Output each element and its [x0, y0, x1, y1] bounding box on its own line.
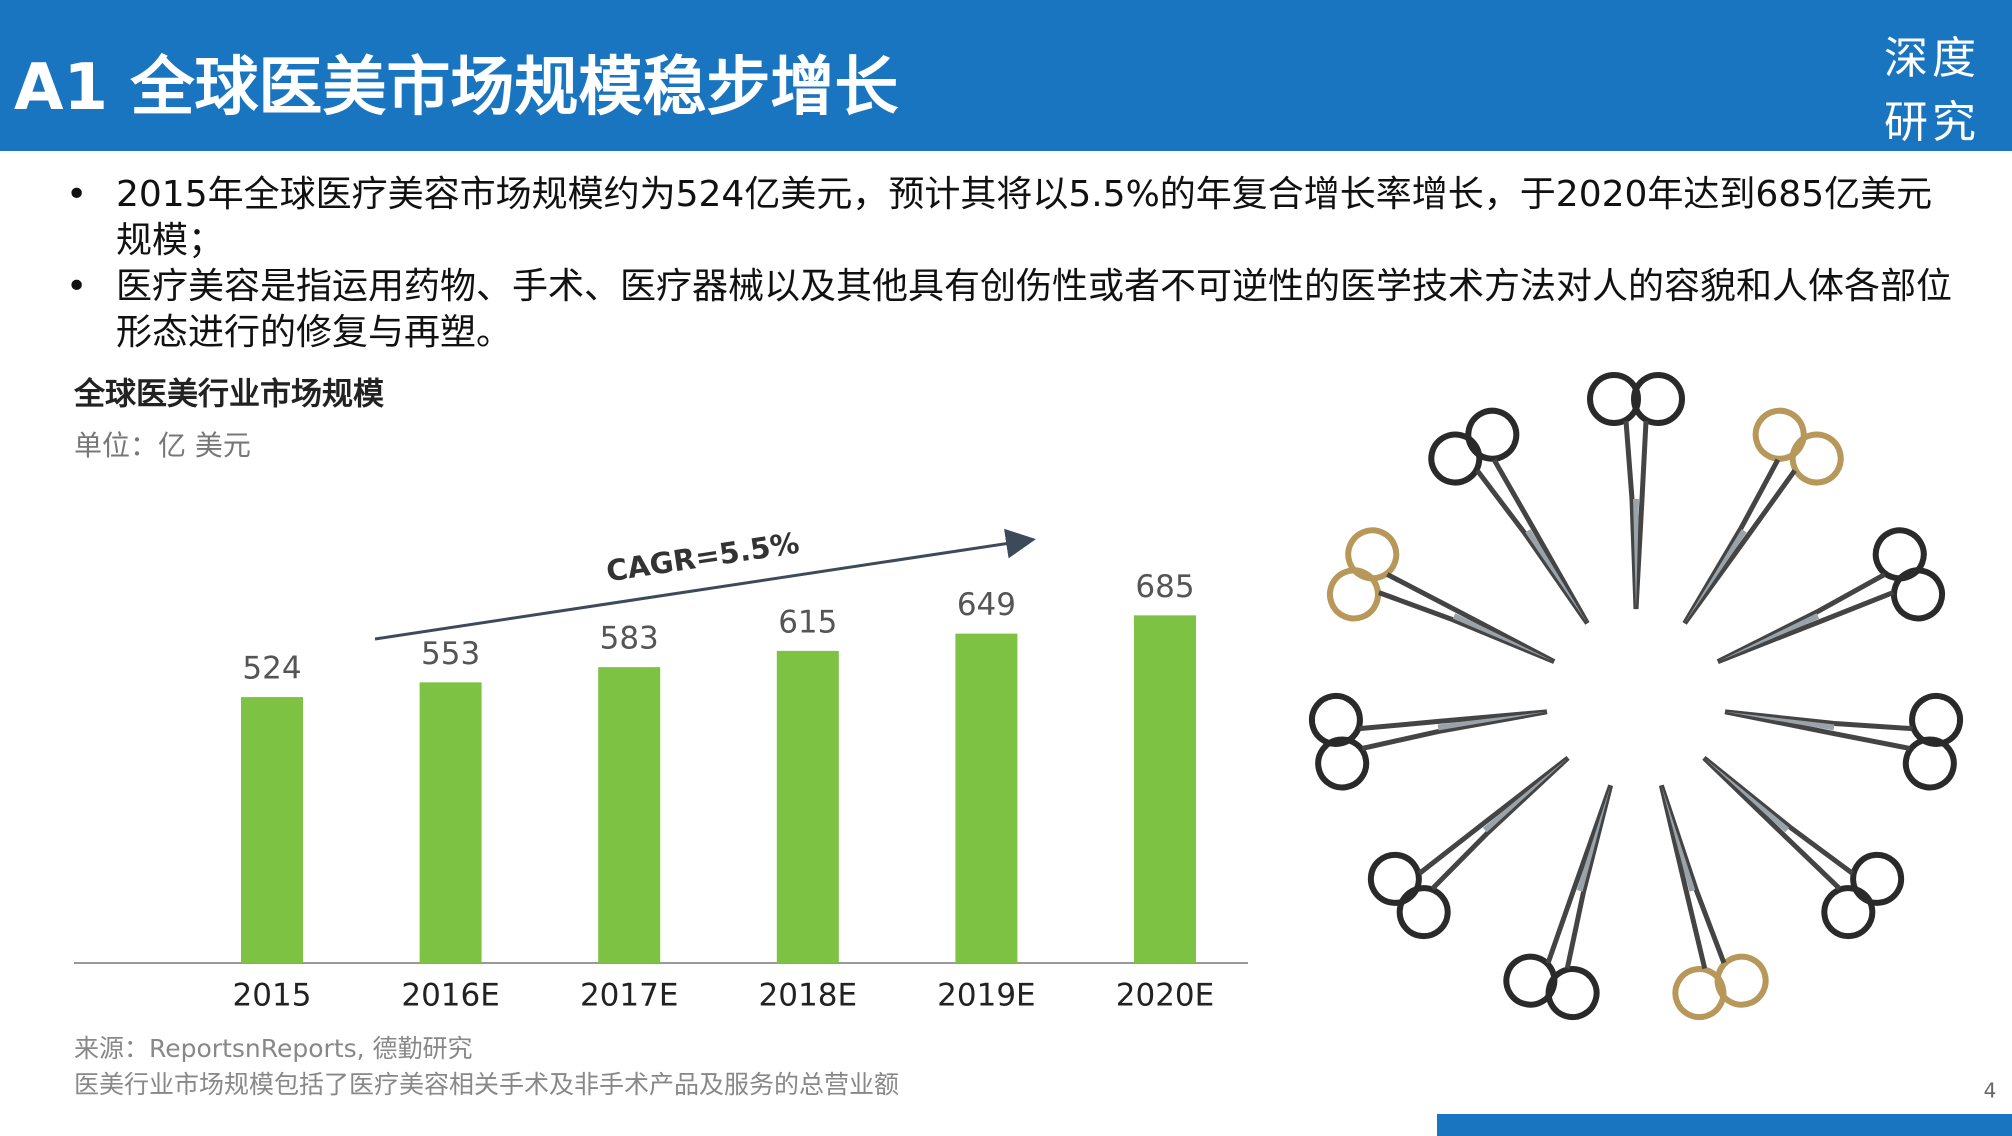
- scissor-blade: [1545, 784, 1614, 970]
- scissor-blade: [1704, 757, 1790, 833]
- scissor-blade: [1658, 784, 1727, 970]
- bar: [598, 667, 661, 963]
- scissor-ring: [1326, 567, 1381, 622]
- scissor-ring: [1396, 885, 1451, 940]
- data-label: 524: [242, 651, 301, 687]
- scissor-ring: [1850, 851, 1905, 906]
- scissors: [1658, 784, 1769, 1021]
- bar: [419, 682, 482, 963]
- scissor-blade: [1525, 529, 1588, 624]
- scissor-ring: [1587, 372, 1641, 426]
- scissor-blade: [1724, 709, 1913, 751]
- scissor-blade: [1475, 458, 1590, 625]
- bar: [955, 633, 1018, 963]
- scissor-ring: [1428, 431, 1483, 486]
- bullet-list: 2015年全球医疗美容市场规模约为524亿美元，预计其将以5.5%的年复合增长率…: [66, 172, 1956, 356]
- footnote: 来源：ReportsnReports, 德勤研究: [74, 1034, 473, 1063]
- bar: [1134, 615, 1196, 963]
- bullet: 医疗美容是指运用药物、手术、医疗器械以及其他具有创伤性或者不可逆性的医学技术方法…: [66, 264, 1956, 356]
- chart-title: 全球医美行业市场规模: [73, 377, 384, 413]
- x-tick-label: 2019E: [937, 978, 1035, 1014]
- header-band: [0, 0, 2012, 151]
- scissor-ring: [1902, 736, 1957, 791]
- data-label: 583: [600, 621, 659, 657]
- scissor-blade: [1682, 458, 1797, 625]
- scissor-ring: [1752, 407, 1807, 462]
- scissor-ring: [1891, 567, 1946, 622]
- x-tick-label: 2015: [233, 978, 312, 1014]
- scissor-ring: [1714, 953, 1769, 1008]
- slide-title: A1 全球医美市场规模稳步增长: [14, 51, 899, 125]
- scissors: [1326, 527, 1556, 664]
- footnote: 医美行业市场规模包括了医疗美容相关手术及非手术产品及服务的总营业额: [74, 1070, 899, 1099]
- cagr-arrow: [374, 528, 1036, 641]
- logo-text: 研究: [1884, 97, 1980, 148]
- scissor-blade: [1633, 499, 1639, 609]
- scissor-blade: [1716, 572, 1894, 664]
- data-label: 685: [1135, 569, 1194, 605]
- scissor-ring: [1367, 851, 1422, 906]
- data-label: 649: [957, 587, 1016, 623]
- scissors: [1308, 692, 1548, 791]
- logo-text: 深度: [1884, 33, 1980, 84]
- page-number: 4: [1984, 1079, 1997, 1103]
- scissor-ring: [1909, 692, 1964, 747]
- scissors: [1503, 784, 1614, 1021]
- scissors: [1724, 692, 1964, 791]
- scissor-ring: [1672, 966, 1727, 1021]
- scissor-blade: [1661, 785, 1696, 892]
- scissor-ring: [1545, 966, 1600, 1021]
- scissor-blade: [1702, 755, 1855, 891]
- data-label: 553: [421, 636, 480, 672]
- scissors-image: [1308, 372, 1964, 1021]
- scissor-blade: [1717, 613, 1820, 662]
- scissor-ring: [1872, 527, 1927, 582]
- scissor-blade: [1359, 709, 1548, 751]
- bullet: 2015年全球医疗美容市场规模约为524亿美元，预计其将以5.5%的年复合增长率…: [66, 172, 1956, 264]
- scissor-blade: [1684, 529, 1747, 624]
- scissor-blade: [1437, 711, 1547, 731]
- scissor-blade: [1482, 757, 1568, 833]
- chart-subtitle: 单位：亿 美元: [74, 429, 251, 462]
- data-label: 615: [778, 604, 837, 640]
- scissor-blade: [1576, 785, 1611, 892]
- scissor-ring: [1465, 407, 1520, 462]
- scissors: [1716, 527, 1946, 664]
- scissor-ring: [1631, 372, 1685, 426]
- scissor-ring: [1821, 885, 1876, 940]
- x-tick-label: 2017E: [580, 978, 678, 1014]
- scissor-ring: [1789, 431, 1844, 486]
- scissor-ring: [1315, 736, 1370, 791]
- scissor-blade: [1725, 711, 1835, 731]
- bar: [776, 650, 839, 963]
- x-tick-label: 2020E: [1116, 978, 1214, 1014]
- scissor-blade: [1378, 572, 1556, 664]
- scissor-ring: [1503, 953, 1558, 1008]
- scissors: [1367, 755, 1570, 940]
- scissors: [1587, 372, 1685, 610]
- bar: [241, 697, 303, 963]
- scissors: [1428, 407, 1590, 625]
- scissors: [1682, 407, 1844, 625]
- scissor-ring: [1345, 527, 1400, 582]
- footer-band: [1437, 1114, 2012, 1136]
- x-tick-label: 2018E: [759, 978, 857, 1014]
- scissor-blade: [1452, 613, 1555, 662]
- scissor-blade: [1417, 755, 1570, 891]
- scissor-ring: [1308, 692, 1363, 747]
- scissors: [1702, 755, 1905, 940]
- x-tick-label: 2016E: [401, 978, 499, 1014]
